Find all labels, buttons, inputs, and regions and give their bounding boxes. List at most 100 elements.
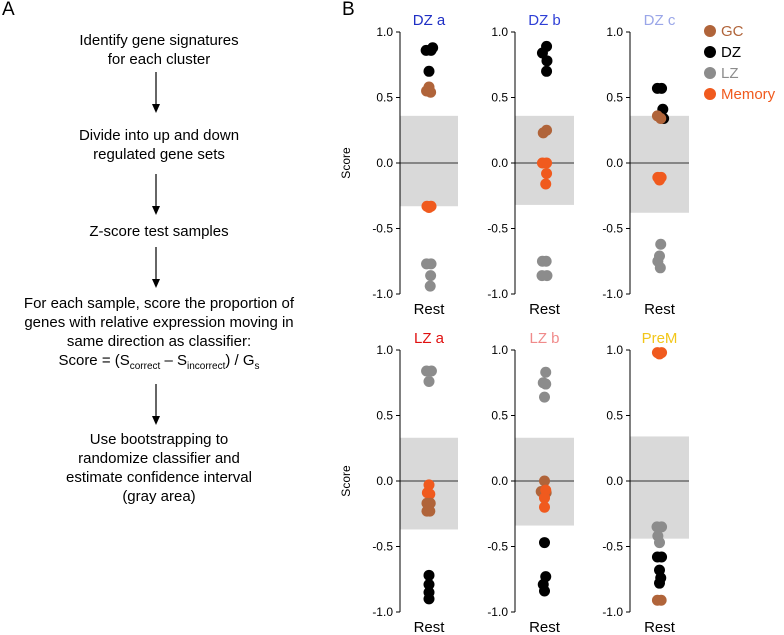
y-tick-label: 0.0 [606, 474, 623, 488]
data-point-dz [423, 65, 435, 77]
y-tick-label: -0.5 [602, 222, 623, 236]
y-tick-label: -0.5 [487, 222, 508, 236]
down-arrow-icon [152, 247, 160, 288]
data-point-lz [423, 375, 435, 387]
legend-label: DZ [721, 44, 741, 61]
legend-marker [704, 67, 716, 79]
step-bootstrap: Use bootstrapping to randomize classifie… [0, 430, 318, 506]
step-line: genes with relative expression moving in [24, 314, 294, 331]
data-point-lz [655, 238, 667, 250]
step-line: regulated gene sets [93, 146, 225, 163]
data-point-memory [424, 488, 436, 500]
y-tick-label: 0.0 [376, 156, 393, 170]
data-point-dz [423, 593, 435, 605]
data-point-lz [540, 378, 552, 390]
legend-marker [704, 46, 716, 58]
x-axis-label: Rest [644, 301, 676, 318]
y-tick-label: 1.0 [606, 343, 623, 357]
y-tick-label: 1.0 [376, 25, 393, 39]
step-line: (gray area) [122, 488, 196, 505]
data-point-dz [541, 55, 553, 67]
step-line: estimate confidence interval [66, 469, 252, 486]
data-point-memory [540, 178, 552, 190]
y-tick-label: 0.0 [376, 474, 393, 488]
y-tick-label: -1.0 [372, 287, 393, 301]
step-line: Use bootstrapping to [89, 431, 229, 448]
x-axis-label: Rest [414, 301, 446, 318]
down-arrow-icon [152, 174, 160, 215]
y-tick-label: 0.0 [491, 156, 508, 170]
y-tick-label: 1.0 [491, 343, 508, 357]
legend-marker [704, 25, 716, 37]
data-point-gc [539, 475, 550, 487]
y-tick-label: 0.5 [376, 409, 393, 423]
legend-label: GC [721, 23, 744, 40]
step-line: same direction as classifier: [66, 333, 252, 350]
y-tick-label: 0.0 [606, 156, 623, 170]
step-line: for each cluster [107, 51, 211, 68]
y-tick-label: -1.0 [487, 287, 508, 301]
down-arrow-icon [152, 384, 160, 425]
step-line: Divide into up and down [78, 127, 240, 144]
step-score-samples: For each sample, score the proportion of… [0, 294, 318, 376]
data-point-lz [540, 255, 552, 267]
data-point-memory [539, 501, 550, 513]
data-point-dz [656, 551, 668, 563]
y-tick-label: -1.0 [602, 605, 623, 619]
data-point-dz [539, 537, 550, 549]
down-arrow-icon [152, 72, 160, 113]
plot-title: DZ b [528, 12, 561, 29]
y-axis-title: Score [339, 465, 353, 497]
data-point-gc [655, 594, 667, 606]
y-tick-label: 0.5 [606, 409, 623, 423]
y-tick-label: -0.5 [602, 540, 623, 554]
data-point-memory [423, 202, 435, 214]
confidence-band [630, 115, 689, 213]
data-point-lz [656, 521, 668, 533]
step-line: Identify gene signatures [79, 32, 239, 49]
data-point-gc [655, 112, 667, 124]
data-point-memory [539, 492, 550, 504]
data-point-gc [424, 505, 436, 517]
plot-title: LZ b [529, 330, 559, 347]
y-tick-label: 1.0 [376, 343, 393, 357]
plot-title: PreM [642, 330, 678, 347]
x-axis-label: Rest [529, 619, 561, 635]
y-axis-title: Score [339, 147, 353, 179]
step-identify-signatures: Identify gene signatures for each cluste… [0, 31, 318, 69]
data-point-dz [541, 40, 553, 52]
step-line: For each sample, score the proportion of [23, 295, 295, 312]
data-point-dz [423, 578, 435, 590]
data-point-dz [423, 569, 435, 581]
data-point-dz [654, 577, 665, 589]
plot-title: DZ a [413, 12, 446, 29]
step-line: Z-score test samples [89, 223, 229, 240]
data-point-lz [425, 365, 437, 377]
y-tick-label: 0.5 [606, 91, 623, 105]
y-tick-label: 0.5 [491, 91, 508, 105]
step-divide-gene-sets: Divide into up and down regulated gene s… [0, 126, 318, 164]
y-tick-label: -0.5 [372, 222, 393, 236]
legend-marker [704, 88, 716, 100]
data-point-lz [541, 270, 553, 282]
y-tick-label: 1.0 [491, 25, 508, 39]
data-point-dz [539, 585, 550, 597]
plot-title: LZ a [414, 330, 445, 347]
panel-a-label: A [2, 0, 15, 20]
data-point-lz [654, 262, 666, 274]
data-point-lz [425, 258, 437, 270]
y-tick-label: -1.0 [487, 605, 508, 619]
data-point-dz [656, 82, 668, 94]
data-point-gc [423, 81, 435, 93]
data-point-memory [654, 174, 665, 186]
data-point-gc [541, 124, 553, 136]
y-tick-label: 1.0 [606, 25, 623, 39]
confidence-band [630, 436, 689, 539]
x-axis-label: Rest [414, 619, 446, 635]
data-point-lz [424, 280, 436, 292]
score-formula: Score = (Scorrect – Sincorrect) / Gs [58, 352, 260, 372]
step-line: randomize classifier and [78, 450, 240, 467]
data-point-dz [427, 42, 439, 54]
data-point-lz [540, 366, 552, 378]
data-point-lz [654, 537, 665, 549]
